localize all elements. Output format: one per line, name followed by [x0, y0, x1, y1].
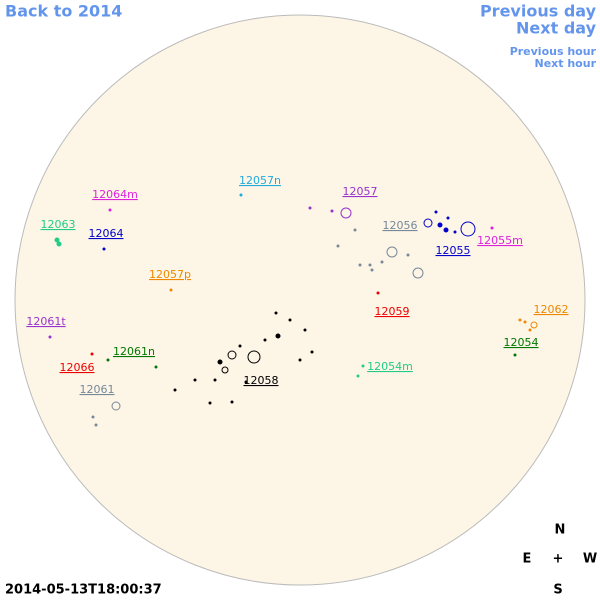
sunspot [361, 364, 365, 368]
sunspot [154, 365, 158, 369]
region-label: 12057p [149, 268, 191, 281]
region-label: 12061t [26, 315, 66, 328]
region-label: 12064 [89, 227, 124, 240]
region-label: 12054 [504, 336, 539, 349]
sunspot [513, 353, 517, 357]
sunspot [446, 216, 450, 220]
sunspot [330, 209, 334, 213]
sunspot [275, 333, 281, 339]
region-label: 12056 [383, 219, 418, 232]
back-link[interactable]: Back to 2014 [5, 2, 122, 21]
sunspot [453, 230, 457, 234]
sunspot [303, 328, 307, 332]
region-label: 12055m [477, 234, 523, 247]
sunspot [91, 415, 95, 419]
region-label: 12066 [60, 361, 95, 374]
sunspot [490, 226, 494, 230]
compass-w: W [583, 552, 597, 567]
solar-disk [14, 14, 586, 586]
timestamp: 2014-05-13T18:00:37 [5, 583, 162, 598]
compass-e: E [523, 552, 532, 567]
next-hour-link[interactable]: Next hour [535, 57, 597, 70]
sunspot [528, 328, 532, 332]
region-label: 12061 [80, 383, 115, 396]
next-day-link[interactable]: Next day [516, 19, 597, 38]
compass-center: + [553, 552, 564, 567]
sunspot [423, 218, 433, 228]
sunspot [443, 227, 449, 233]
sunspot [358, 263, 362, 267]
region-label: 12057 [343, 185, 378, 198]
sunspot [111, 401, 121, 411]
sunspot [274, 311, 278, 315]
sunspot [353, 228, 357, 232]
previous-hour-link[interactable]: Previous hour [510, 45, 597, 58]
sunspot [244, 380, 248, 384]
previous-day-link[interactable]: Previous day [480, 2, 597, 21]
sunspot [412, 267, 424, 279]
region-label: 12059 [375, 305, 410, 318]
sunspot [530, 321, 538, 329]
sunspot [108, 208, 112, 212]
region-label: 12055 [436, 244, 471, 257]
compass-n: N [555, 523, 566, 538]
sunspot [298, 358, 302, 362]
compass-s: S [553, 583, 562, 598]
region-label: 12064m [92, 188, 138, 201]
sunspot [239, 193, 243, 197]
sunspot [406, 253, 410, 257]
sunspot [48, 335, 52, 339]
sunspot [238, 344, 242, 348]
sunspot [221, 366, 229, 374]
sunspot [106, 358, 110, 362]
sunspot [230, 400, 234, 404]
region-label: 12057n [239, 174, 281, 187]
sunspot [208, 401, 212, 405]
sunspot [336, 244, 340, 248]
region-label: 12062 [534, 303, 569, 316]
sunspot [102, 247, 106, 251]
region-label: 12054m [367, 360, 413, 373]
region-label: 12061n [113, 345, 155, 358]
sunspot [308, 206, 312, 210]
sunspot [370, 268, 374, 272]
sunspot [94, 423, 98, 427]
region-label: 12063 [41, 218, 76, 231]
sunspot [356, 374, 360, 378]
sunspot [380, 260, 384, 264]
sunspot [54, 237, 60, 243]
sunspot [386, 246, 398, 258]
sunspot [288, 318, 292, 322]
sunspot [263, 338, 267, 342]
sunspot [368, 263, 372, 267]
region-label: 12058 [244, 374, 279, 387]
sunspot [376, 291, 380, 295]
sunspot [173, 388, 177, 392]
sunspot [518, 318, 522, 322]
sunspot [193, 378, 197, 382]
sunspot [169, 288, 173, 292]
sunspot [247, 350, 261, 364]
sunspot [523, 320, 527, 324]
sunspot [310, 350, 314, 354]
sunspot [213, 378, 217, 382]
sunspot [217, 359, 223, 365]
sunspot [460, 221, 476, 237]
sunspot [434, 210, 438, 214]
sunspot [56, 241, 62, 247]
sunspot [227, 350, 237, 360]
sunspot [340, 207, 352, 219]
sunspot [90, 352, 94, 356]
sunspot [437, 222, 443, 228]
